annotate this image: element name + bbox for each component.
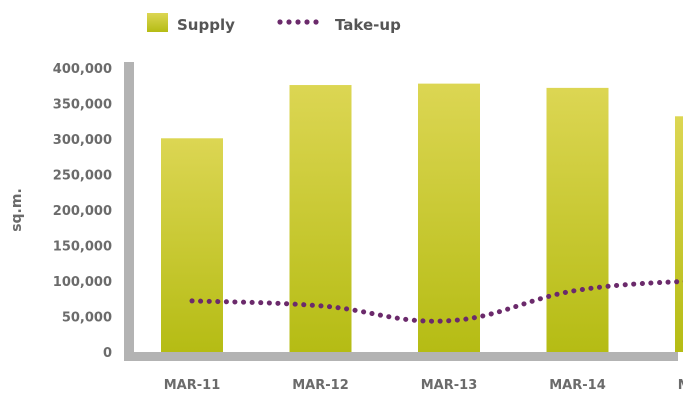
- legend-swatch-take-up: [277, 19, 319, 25]
- bars: [161, 83, 683, 353]
- legend: Supply Take-up: [147, 13, 401, 34]
- x-tick-label: MAR-11: [164, 378, 221, 393]
- y-axis-label: sq.m.: [9, 188, 25, 232]
- y-tick-label: 350,000: [53, 98, 112, 113]
- y-axis-line: [124, 62, 134, 354]
- y-tick-label: 200,000: [53, 204, 112, 219]
- legend-label-supply: Supply: [177, 16, 235, 34]
- y-tick-label: 150,000: [53, 240, 112, 255]
- x-tick-label: MAR-13: [421, 378, 478, 393]
- y-axis-ticks: 0 50,000 100,000 150,000 200,000 250,000 300,0…: [53, 62, 112, 361]
- bar-supply: [289, 85, 352, 352]
- bar-supply: [546, 87, 609, 352]
- y-tick-label: 250,000: [53, 169, 112, 184]
- y-tick-label: 300,000: [53, 133, 112, 148]
- x-axis-ticks: MAR-11 MAR-12 MAR-13 MAR-14 MAR-15: [164, 378, 683, 393]
- bar-supply: [675, 116, 683, 352]
- x-tick-label: MAR-12: [292, 378, 349, 393]
- legend-swatch-supply: [147, 13, 168, 32]
- take-up-line: [189, 279, 683, 324]
- legend-label-take-up: Take-up: [335, 16, 401, 34]
- x-tick-label: MAR-14: [549, 378, 606, 393]
- y-tick-label: 400,000: [53, 62, 112, 77]
- x-axis-line: [124, 352, 678, 361]
- y-tick-label: 0: [103, 346, 112, 361]
- x-tick-label: MAR-15: [678, 378, 683, 393]
- bar-supply: [161, 138, 223, 352]
- y-tick-label: 50,000: [62, 311, 112, 326]
- y-tick-label: 100,000: [53, 275, 112, 290]
- bar-supply: [418, 83, 480, 353]
